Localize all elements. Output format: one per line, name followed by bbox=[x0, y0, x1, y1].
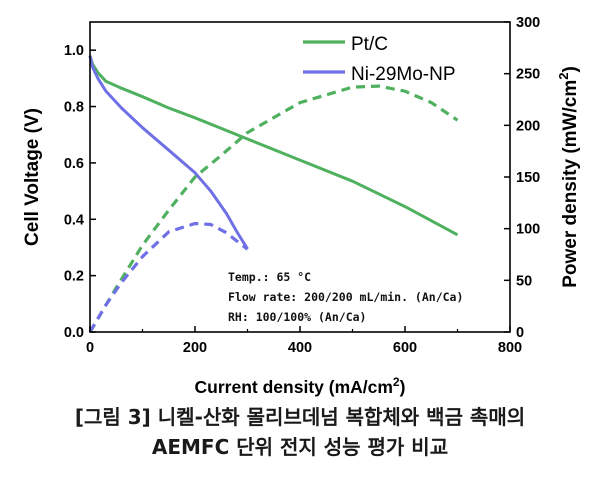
y-left-tick-label-2: 0.4 bbox=[64, 212, 84, 228]
annotation-rh: RH: 100/100% (An/Ca) bbox=[228, 310, 366, 324]
legend-label-ni-29mo-np: Ni-29Mo-NP bbox=[351, 64, 456, 85]
y-left-tick-label-4: 0.8 bbox=[64, 100, 84, 116]
x-tick-label-600: 600 bbox=[393, 340, 417, 356]
caption-line-2: AEMFC 단위 전지 성능 평가 비교 bbox=[151, 435, 449, 459]
caption-line-1: [그림 3] 니켈-산화 몰리브데넘 복합체와 백금 촉매의 bbox=[74, 405, 526, 429]
chart: 0 200 400 600 800 0.0 0.2 0.4 0.6 0.8 1.0 0 50 100 150… bbox=[22, 15, 581, 397]
x-axis-title: Current density (mA/cm2) bbox=[195, 375, 406, 397]
legend-label-pt-c: Pt/C bbox=[351, 34, 388, 55]
x-tick-label-800: 800 bbox=[498, 340, 522, 356]
axis-ticks: 0 200 400 600 800 0.0 0.2 0.4 0.6 0.8 1.0 0 50 100 150… bbox=[64, 15, 540, 356]
test-conditions: Temp.: 65 °C Flow rate: 200/200 mL/min. … bbox=[228, 270, 463, 324]
y-right-tick-label-150: 150 bbox=[516, 170, 540, 186]
figure-caption: [그림 3] 니켈-산화 몰리브데넘 복합체와 백금 촉매의 AEMFC 단위 … bbox=[0, 402, 600, 462]
y-right-tick-label-0: 0 bbox=[516, 325, 524, 341]
y-right-tick-label-100: 100 bbox=[516, 222, 540, 238]
y-left-axis-title: Cell Voltage (V) bbox=[22, 108, 43, 246]
y-right-axis-title: Power density (mW/cm2) bbox=[556, 66, 581, 288]
x-tick-label-0: 0 bbox=[86, 340, 94, 356]
y-right-tick-label-300: 300 bbox=[516, 15, 540, 31]
x-tick-label-400: 400 bbox=[288, 340, 312, 356]
series-line-pt-c-power bbox=[88, 84, 459, 333]
annotation-flow-rate: Flow rate: 200/200 mL/min. (An/Ca) bbox=[228, 290, 463, 304]
series-line-ni-29mo-np-power bbox=[88, 221, 249, 333]
y-right-tick-label-50: 50 bbox=[516, 273, 532, 289]
y-left-tick-label-3: 0.6 bbox=[64, 156, 84, 172]
y-left-tick-label-0: 0.0 bbox=[64, 325, 84, 341]
annotation-temperature: Temp.: 65 °C bbox=[228, 270, 311, 284]
x-tick-label-200: 200 bbox=[183, 340, 207, 356]
y-right-tick-label-250: 250 bbox=[516, 67, 540, 83]
y-left-tick-label-1: 0.2 bbox=[64, 269, 84, 285]
legend: Pt/C Ni-29Mo-NP bbox=[303, 34, 456, 85]
series-line-ni-29mo-np-voltage bbox=[88, 55, 249, 250]
series-line-pt-c-voltage bbox=[88, 55, 459, 237]
y-right-tick-label-200: 200 bbox=[516, 118, 540, 134]
y-left-tick-label-5: 1.0 bbox=[64, 43, 84, 59]
plot-lines bbox=[88, 55, 459, 333]
x-axis-title-superscript: 2 bbox=[393, 375, 400, 389]
y-right-axis-title-superscript: 2 bbox=[556, 73, 571, 80]
